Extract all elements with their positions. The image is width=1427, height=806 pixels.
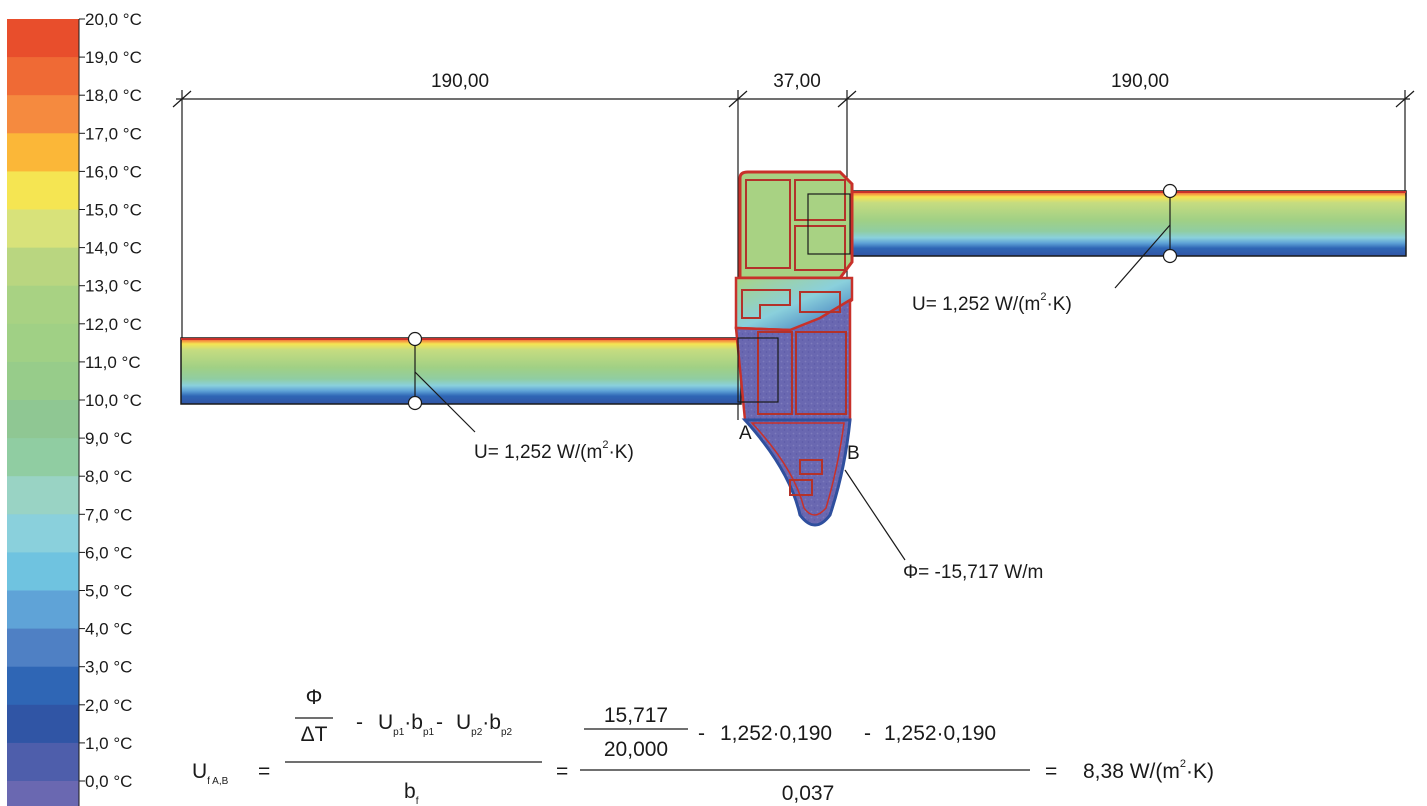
formula-delta-t: ΔT (301, 723, 328, 746)
formula-result: 8,38 W/(m2·K) (1083, 758, 1214, 783)
formula-phi: Φ (306, 686, 323, 709)
u-right-annotation: U= 1,252 W/(m2·K) (912, 291, 1072, 315)
formula-minus-4: - (864, 722, 871, 745)
legend-label: 9,0 °C (85, 429, 132, 448)
svg-text:Φ= -15,717 W/m: Φ= -15,717 W/m (903, 562, 1043, 583)
legend-swatch (7, 704, 79, 744)
legend-label: 14,0 °C (85, 239, 142, 258)
dimension-right-label: 190,00 (1111, 71, 1169, 92)
legend-label: 1,0 °C (85, 734, 132, 753)
point-b-label: B (847, 443, 860, 464)
formula-equals-2: = (556, 760, 568, 783)
formula: Uf A,B = Φ ΔT - Up1·bp1 - Up2·bp2 bf = 1… (192, 686, 1214, 806)
legend-swatch (7, 400, 79, 439)
legend-swatch (7, 209, 79, 249)
svg-text:U= 1,252 W/(m2·K): U= 1,252 W/(m2·K) (912, 291, 1072, 315)
legend-swatch (7, 438, 79, 477)
legend-label: 16,0 °C (85, 162, 142, 181)
legend-swatch (7, 590, 79, 630)
formula-term-2: 1,252·0,190 (884, 722, 996, 745)
legend-label: 5,0 °C (85, 582, 132, 601)
legend-swatch (7, 247, 79, 287)
legend-swatch (7, 57, 79, 96)
formula-equals-1: = (258, 760, 270, 783)
legend-label: 3,0 °C (85, 658, 132, 677)
legend-label: 15,0 °C (85, 201, 142, 220)
legend-label: 17,0 °C (85, 124, 142, 143)
formula-equals-3: = (1045, 760, 1057, 783)
legend-label: 4,0 °C (85, 620, 132, 639)
legend-swatch (7, 781, 79, 806)
formula-up1-bp1: Up1·bp1 (378, 711, 435, 738)
formula-up2-bp2: Up2·bp2 (456, 711, 513, 738)
legend-swatch (7, 666, 79, 706)
svg-text:U= 1,252 W/(m2·K): U= 1,252 W/(m2·K) (474, 439, 634, 463)
temperature-legend: 20,0 °C 19,0 °C 18,0 °C 17,0 °C 16,0 °C 15,0 … (7, 10, 142, 806)
legend-swatch (7, 628, 79, 668)
legend-swatch (7, 323, 79, 363)
formula-minus-3: - (698, 722, 705, 745)
legend-label: 0,0 °C (85, 772, 132, 791)
legend-swatch (7, 95, 79, 134)
formula-bf: bf (404, 780, 419, 806)
legend-swatch (7, 285, 79, 325)
legend-swatch (7, 514, 79, 553)
legend-label: 8,0 °C (85, 467, 132, 486)
legend-swatch (7, 133, 79, 172)
formula-num-value: 15,717 (604, 704, 668, 727)
frame-profile (734, 170, 854, 527)
legend-label: 7,0 °C (85, 505, 132, 524)
right-panel (844, 190, 1407, 257)
legend-swatch (7, 171, 79, 210)
dimension-left-label: 190,00 (431, 71, 489, 92)
measure-circles (407, 183, 1178, 411)
legend-label: 11,0 °C (85, 353, 141, 372)
legend-label: 10,0 °C (85, 391, 142, 410)
legend-swatch (7, 19, 79, 58)
formula-bf-value: 0,037 (782, 782, 835, 805)
left-panel (180, 337, 742, 405)
legend-label: 2,0 °C (85, 696, 132, 715)
phi-annotation: Φ= -15,717 W/m (903, 562, 1043, 583)
formula-minus-2: - (436, 711, 443, 734)
legend-label: 12,0 °C (85, 315, 142, 334)
legend-label: 19,0 °C (85, 48, 142, 67)
u-left-annotation: U= 1,252 W/(m2·K) (474, 439, 634, 463)
dimension-middle-label: 37,00 (773, 71, 821, 92)
leader-lines (414, 191, 1171, 561)
formula-term-1: 1,252·0,190 (720, 722, 832, 745)
formula-minus-1: - (356, 711, 363, 734)
legend-label: 20,0 °C (85, 10, 142, 29)
formula-den-value: 20,000 (604, 738, 668, 761)
legend-label: 6,0 °C (85, 543, 132, 562)
legend-swatch (7, 552, 79, 591)
legend-label: 13,0 °C (85, 277, 142, 296)
formula-lhs: Uf A,B (192, 760, 229, 787)
legend-swatch (7, 476, 79, 515)
legend-label: 18,0 °C (85, 86, 142, 105)
legend-swatch (7, 361, 79, 401)
legend-swatch (7, 742, 79, 782)
point-a-label: A (739, 423, 752, 444)
